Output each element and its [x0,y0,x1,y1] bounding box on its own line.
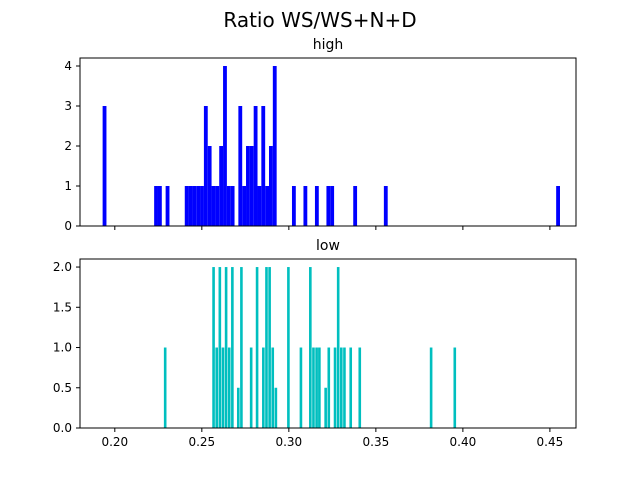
y-tick-label: 4 [64,59,72,73]
histogram-bar [219,146,224,226]
subplot-title: low [316,238,340,254]
histogram-bar [230,186,235,226]
histogram-bar [330,186,335,226]
histogram-bar [340,347,343,428]
histogram-bar [265,186,269,226]
histogram-bar [188,186,193,226]
histogram-bar [224,267,228,428]
x-tick-label: 0.45 [537,435,564,449]
histogram-bar [227,347,231,428]
histogram-bar [249,347,253,428]
histogram-bar [261,106,266,226]
histogram-bar [453,347,457,428]
histogram-bar [324,387,327,428]
histogram-bar [203,106,208,226]
histogram-bar [299,347,303,428]
histogram-bar [303,186,308,226]
histogram-bar [314,186,319,226]
histogram-bar [271,347,275,428]
histogram-bar [309,267,312,428]
histogram-bar [154,186,158,226]
histogram-bar [238,106,243,226]
histogram-bar [333,347,337,428]
x-tick-label: 0.35 [363,435,390,449]
histogram-bar [315,347,318,428]
histogram-bar [226,186,231,226]
subplot-high: high 0 1 2 3 4 [64,37,577,233]
histogram-bar [383,186,388,226]
y-tick-label: 2 [64,139,72,153]
histogram-bar [163,347,167,428]
histogram-bar [257,186,262,226]
histogram-bar [268,267,271,428]
histogram-bar [207,146,212,226]
histogram-bar [221,347,225,428]
histogram-bar [327,347,331,428]
y-tick-label: 1.5 [53,300,72,314]
y-tick-label: 3 [64,99,72,113]
histogram-bar [165,186,170,226]
x-tick-label: 0.20 [101,435,128,449]
histogram-bar [200,186,204,226]
histogram-bar [157,186,162,226]
histogram-bar [429,347,433,428]
histogram-bar [192,186,197,226]
y-tick-label: 0.5 [53,381,72,395]
histogram-bar [215,347,219,428]
axes-frame [79,57,577,227]
histogram-bar [358,347,362,428]
axes-frame [79,258,577,429]
histogram-bar [291,186,296,226]
histogram-bar [211,186,216,226]
histogram-bar [184,186,189,226]
histogram-bar [343,347,346,428]
histogram-bar [312,347,315,428]
histogram-bar [336,267,340,428]
histogram-bar [318,347,321,428]
histogram-bar [274,387,278,428]
y-tick-label: 1.0 [53,341,72,355]
histogram-bar [255,267,259,428]
y-tick-label: 0 [64,219,72,233]
histogram-bar [269,146,273,226]
histogram-bar [215,186,220,226]
histogram-bar [236,387,240,428]
y-tick-label: 1 [64,179,72,193]
histogram-bar [265,267,268,428]
histogram-bar [242,186,247,226]
histogram-bar [218,267,222,428]
histogram-bar [240,267,243,428]
x-tick-label: 0.40 [450,435,477,449]
histogram-bar [196,186,201,226]
subplot-low: low 0.20 0.25 0.30 0.35 0.40 0.45 0.0 0.5 1.0 1.5 2… [53,238,577,449]
histogram-bar [212,267,215,428]
y-tick-label: 2.0 [53,260,72,274]
histogram-bar [326,186,331,226]
histogram-bar [253,106,258,226]
subplot-title: high [313,37,344,53]
histogram-bar [262,347,265,428]
histogram-bar [353,186,358,226]
x-tick-label: 0.30 [275,435,302,449]
histogram-bar [556,186,560,226]
x-tick-label: 0.25 [188,435,215,449]
histogram-bar [349,347,353,428]
histogram-bar [249,146,254,226]
histogram-bar [272,66,277,226]
histogram-bar [231,267,234,428]
histogram-bar [223,66,227,226]
histogram-bar [102,106,107,226]
figure-title: Ratio WS/WS+N+D [223,8,417,32]
y-tick-label: 0.0 [53,421,72,435]
histogram-bar [287,267,290,428]
histogram-bar [246,146,250,226]
